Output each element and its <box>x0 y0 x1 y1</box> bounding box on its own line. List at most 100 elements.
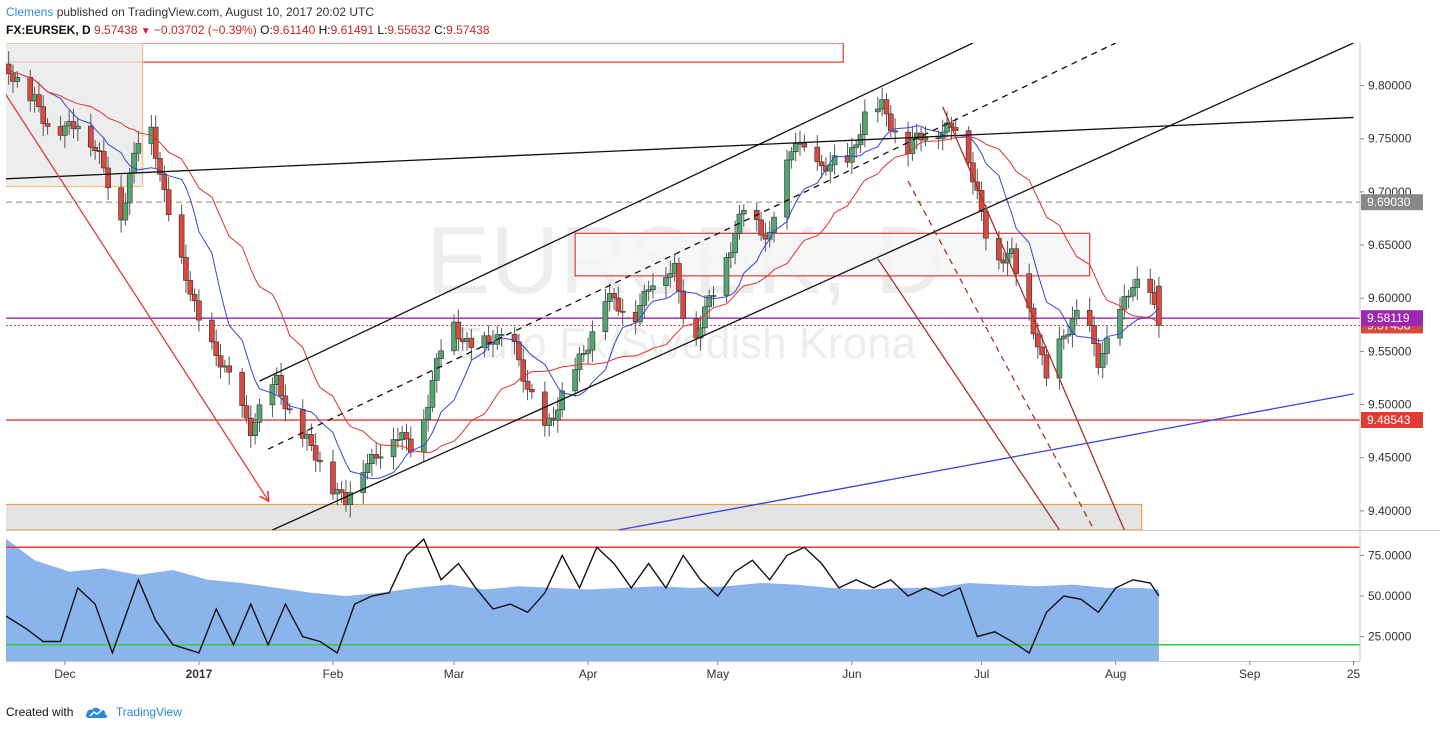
candle[interactable] <box>183 244 189 294</box>
candle[interactable] <box>196 289 202 332</box>
candle[interactable] <box>1073 299 1080 326</box>
candle[interactable] <box>360 459 367 504</box>
candle[interactable] <box>555 397 561 433</box>
candle[interactable] <box>438 339 444 368</box>
candle[interactable] <box>1130 278 1136 302</box>
candle[interactable] <box>983 205 989 251</box>
candle[interactable] <box>615 286 622 316</box>
trendline-5[interactable] <box>0 86 270 503</box>
zone-box-1[interactable] <box>0 43 144 188</box>
ma-slow-line[interactable] <box>0 67 1160 454</box>
rsi-pane[interactable] <box>0 534 1360 661</box>
candle[interactable] <box>122 193 129 226</box>
candle[interactable] <box>883 93 890 127</box>
candle[interactable] <box>299 399 306 447</box>
candle[interactable] <box>619 298 626 325</box>
candle[interactable] <box>611 288 617 311</box>
candle[interactable] <box>1065 326 1071 344</box>
symbol-name[interactable]: FX:EURSEK, D <box>6 23 91 37</box>
candle[interactable] <box>191 288 198 312</box>
trendline-4[interactable] <box>618 393 1354 530</box>
candle[interactable] <box>853 139 860 158</box>
trendline-3[interactable] <box>267 43 1116 450</box>
trendline-2[interactable] <box>272 43 1354 530</box>
candle[interactable] <box>14 71 21 88</box>
candle[interactable] <box>390 427 397 470</box>
candle[interactable] <box>92 140 98 160</box>
candle[interactable] <box>710 286 717 307</box>
candle[interactable] <box>602 288 609 341</box>
candle[interactable] <box>256 398 263 432</box>
candle[interactable] <box>965 126 972 168</box>
candle[interactable] <box>771 211 777 243</box>
candle[interactable] <box>433 352 440 393</box>
candle[interactable] <box>922 126 929 147</box>
candle[interactable] <box>27 69 34 112</box>
candle[interactable] <box>529 383 535 400</box>
trendline-6[interactable] <box>942 106 1125 530</box>
candle[interactable] <box>369 449 375 477</box>
candle[interactable] <box>44 117 51 135</box>
candle[interactable] <box>580 344 587 362</box>
candle[interactable] <box>1121 284 1128 320</box>
candle[interactable] <box>572 357 578 397</box>
candle[interactable] <box>697 315 704 351</box>
candle[interactable] <box>36 82 42 113</box>
candle[interactable] <box>243 395 250 424</box>
candle[interactable] <box>1104 325 1110 365</box>
candle[interactable] <box>213 329 220 367</box>
candle[interactable] <box>395 427 401 448</box>
candle[interactable] <box>425 394 431 432</box>
candle[interactable] <box>792 132 799 162</box>
candle[interactable] <box>788 146 795 169</box>
candle[interactable] <box>403 423 410 451</box>
candle[interactable] <box>100 138 107 173</box>
candle[interactable] <box>1069 306 1076 348</box>
candle[interactable] <box>909 126 916 161</box>
candle[interactable] <box>62 121 68 148</box>
candle[interactable] <box>1060 329 1067 350</box>
candle[interactable] <box>226 356 232 385</box>
candle[interactable] <box>680 279 687 325</box>
candle[interactable] <box>1134 266 1141 301</box>
candle[interactable] <box>1099 342 1106 379</box>
rsi-area[interactable] <box>0 534 1159 661</box>
candle[interactable] <box>542 381 548 437</box>
candle[interactable] <box>364 453 371 480</box>
candle[interactable] <box>546 413 552 437</box>
candle[interactable] <box>165 176 172 222</box>
rsi-line[interactable] <box>0 537 1160 655</box>
candle[interactable] <box>1147 268 1154 305</box>
candle[interactable] <box>1086 297 1093 333</box>
author-link[interactable]: Clemens <box>6 5 54 19</box>
candle[interactable] <box>157 151 163 182</box>
trendline-0[interactable] <box>0 116 1354 180</box>
candle[interactable] <box>105 156 111 200</box>
candle[interactable] <box>455 309 462 352</box>
candle[interactable] <box>524 369 531 401</box>
candle[interactable] <box>0 65 3 82</box>
candle[interactable] <box>286 403 293 415</box>
candle[interactable] <box>645 280 652 301</box>
candle[interactable] <box>784 149 790 230</box>
candle[interactable] <box>209 312 215 350</box>
candle[interactable] <box>187 270 194 302</box>
candle[interactable] <box>429 370 436 413</box>
candle[interactable] <box>758 211 764 241</box>
trendline-7[interactable] <box>877 258 1060 530</box>
ma-fast-line[interactable] <box>0 67 1160 480</box>
candle[interactable] <box>663 267 669 298</box>
candle[interactable] <box>152 115 159 170</box>
tradingview-link[interactable]: TradingView <box>115 705 182 719</box>
trendline-1[interactable] <box>259 43 974 382</box>
candle[interactable] <box>252 413 258 445</box>
candle[interactable] <box>1043 346 1050 386</box>
candle[interactable] <box>740 204 747 227</box>
candle[interactable] <box>978 181 985 222</box>
candle[interactable] <box>892 118 898 144</box>
candle[interactable] <box>728 242 734 269</box>
candle[interactable] <box>347 481 354 518</box>
zone-box-3[interactable] <box>0 503 1143 530</box>
candle[interactable] <box>732 220 738 265</box>
candle[interactable] <box>377 444 384 469</box>
